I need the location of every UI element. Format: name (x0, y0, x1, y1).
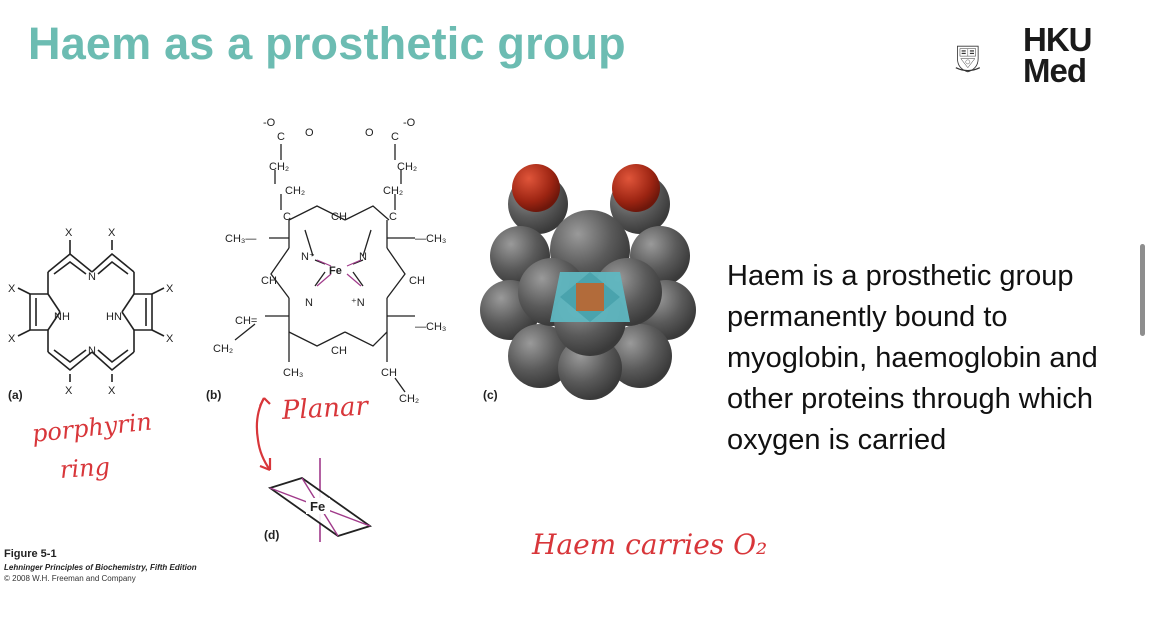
annotation-planar: Planar (281, 391, 369, 426)
fe-plane-label: Fe (310, 499, 325, 514)
figure-caption-copyright: © 2008 W.H. Freeman and Company (4, 574, 136, 583)
annotation-ring: ring (59, 452, 111, 484)
panel-d-label: (d) (264, 528, 280, 542)
porphyrin-x-label: X (8, 283, 16, 295)
haem-ch2-vinyl: CH₂ (399, 393, 419, 405)
haem-space-filling-model (480, 164, 696, 400)
haem-structure-diagram: -O O C O -O C CH₂ CH₂ CH₂ CH₂ C C CH CH₃… (213, 117, 446, 405)
haem-o: O (365, 127, 374, 139)
haem-o: O (305, 127, 314, 139)
slide-body-text: Haem is a prosthetic group permanently b… (727, 260, 1098, 456)
panel-c-label: (c) (483, 388, 498, 402)
logo-line-1: HKU (1023, 21, 1092, 58)
porphyrin-n-label: N (88, 345, 96, 357)
annotation-haem-carries-o2: Haem carries O₂ (532, 528, 768, 561)
haem-ch2: CH₂ (269, 161, 289, 173)
logo-line-2: Med (1023, 52, 1087, 89)
haem-ch2: CH₂ (383, 185, 403, 197)
university-crest-icon (955, 45, 981, 73)
haem-n: N (305, 297, 313, 309)
figure-caption-book: Lehninger Principles of Biochemistry, Fi… (4, 563, 197, 572)
fe-planar-diagram: Fe (267, 458, 373, 542)
annotation-arrow-icon (255, 397, 272, 472)
haem-o-minus: -O (403, 117, 416, 129)
porphyrin-x-label: X (166, 333, 174, 345)
haem-c: C (283, 211, 291, 223)
haem-ch: CH (331, 211, 347, 223)
porphyrin-hn-label: HN (106, 311, 122, 323)
haem-ch-eq: CH= (235, 315, 257, 327)
haem-o-minus: -O (263, 117, 276, 129)
haem-ch2-left: CH₂ (213, 343, 233, 355)
hku-med-logo-text: HKU Med (1023, 21, 1092, 89)
scrollbar-thumb[interactable] (1140, 244, 1145, 336)
porphyrin-x-label: X (8, 333, 16, 345)
porphyrin-x-label: X (108, 227, 116, 239)
haem-n-plus: N⁺ (301, 251, 315, 263)
haem-ch3: CH₃ (283, 367, 303, 379)
haem-plus-n: ⁺N (351, 297, 365, 309)
porphyrin-n-label: N (88, 271, 96, 283)
haem-c: C (391, 131, 399, 143)
porphyrin-x-label: X (166, 283, 174, 295)
slide-title: Haem as a prosthetic group (28, 18, 626, 69)
porphyrin-nh-label: NH (54, 311, 70, 323)
porphyrin-ring-diagram: X X N N NH HN X X X X X X (8, 227, 174, 397)
annotation-porphyrin: porphyrin (30, 407, 154, 448)
panel-a-label: (a) (8, 388, 23, 402)
haem-ch: CH (261, 275, 277, 287)
panel-b-label: (b) (206, 388, 222, 402)
haem-ch2: CH₂ (285, 185, 305, 197)
haem-ch: CH (331, 345, 347, 357)
porphyrin-x-label: X (108, 385, 116, 397)
porphyrin-x-label: X (65, 227, 73, 239)
haem-fe: Fe (329, 265, 342, 277)
haem-ch3: —CH₃ (415, 233, 446, 245)
haem-ch3: CH₃— (225, 233, 256, 245)
haem-ch3: —CH₃ (415, 321, 446, 333)
haem-ch: CH (409, 275, 425, 287)
haem-c: C (277, 131, 285, 143)
porphyrin-x-label: X (65, 385, 73, 397)
haem-c: C (389, 211, 397, 223)
figure-caption-title: Figure 5-1 (4, 548, 57, 560)
haem-ch2: CH₂ (397, 161, 417, 173)
haem-ch: CH (381, 367, 397, 379)
haem-n: N (359, 251, 367, 263)
